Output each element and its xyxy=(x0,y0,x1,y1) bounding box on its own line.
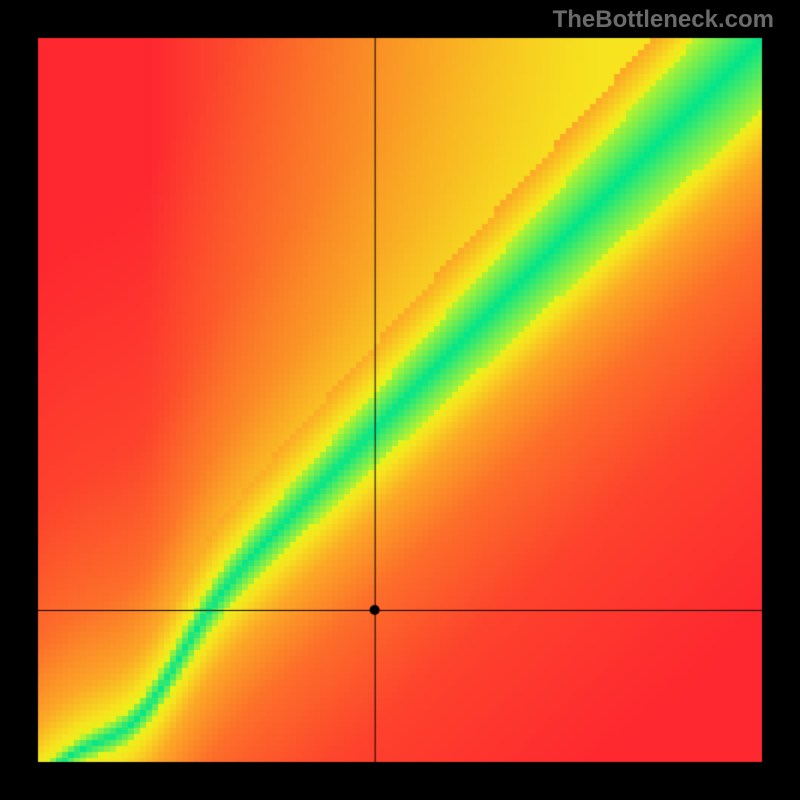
bottleneck-heatmap-canvas xyxy=(0,0,800,800)
chart-container: TheBottleneck.com xyxy=(0,0,800,800)
attribution-label: TheBottleneck.com xyxy=(553,6,774,34)
